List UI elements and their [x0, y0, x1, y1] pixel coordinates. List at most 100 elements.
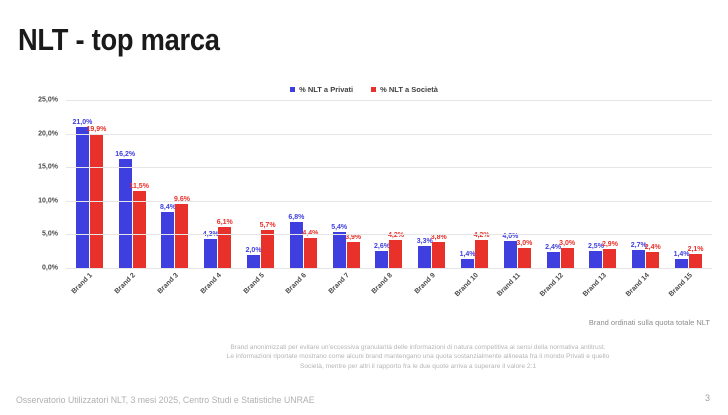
bar[interactable]: 4,3%	[203, 231, 219, 268]
legend-swatch-societa	[371, 87, 377, 92]
bar-value-label: 3,0%	[559, 239, 576, 247]
bar-group: 1,4% 2,1%	[667, 100, 710, 268]
x-axis-tick-label[interactable]: Brand 5	[242, 272, 266, 296]
x-axis-cell: Brand 8	[368, 270, 411, 312]
bar[interactable]: 1,4%	[460, 251, 476, 268]
bar[interactable]: 1,4%	[674, 251, 690, 268]
bar[interactable]: 4,2%	[474, 232, 490, 268]
y-axis: 25,0% 20,0% 15,0% 10,0% 5,0% 0,0%	[22, 96, 62, 272]
bar[interactable]: 2,4%	[545, 244, 561, 268]
x-axis: Brand 1 Brand 2 Brand 3 Brand 4 Brand 5 Brand…	[66, 270, 712, 312]
bar-group: 6,8% 4,4%	[282, 100, 325, 268]
bar[interactable]: 3,9%	[345, 234, 361, 268]
y-axis-tick-label: 10,0%	[38, 197, 58, 205]
y-axis-tick-label: 20,0%	[38, 130, 58, 138]
bar[interactable]: 4,2%	[388, 232, 404, 268]
bar-value-label: 2,6%	[373, 242, 390, 250]
bar-value-label: 4,0%	[502, 233, 519, 241]
x-axis-cell: Brand 9	[410, 270, 453, 312]
x-axis-cell: Brand 2	[111, 270, 154, 312]
x-axis-tick-label[interactable]: Brand 13	[581, 272, 608, 299]
bar-value-label: 9,6%	[174, 195, 190, 203]
x-axis-cell: Brand 5	[239, 270, 282, 312]
bar[interactable]: 3,3%	[417, 238, 433, 268]
bar-value-label: 2,1%	[687, 245, 704, 253]
x-axis-cell: Brand 13	[582, 270, 625, 312]
x-axis-cell: Brand 15	[667, 270, 710, 312]
bar-value-label: 16,2%	[115, 151, 136, 159]
y-axis-tick-label: 0,0%	[42, 264, 58, 272]
bar[interactable]: 2,4%	[645, 244, 661, 268]
x-axis-tick-label[interactable]: Brand 15	[667, 272, 694, 299]
bar[interactable]: 6,8%	[288, 214, 304, 268]
legend-item-societa[interactable]: % NLT a Società	[371, 85, 438, 94]
sort-note: Brand ordinati sulla quota totale NLT	[588, 318, 710, 327]
bar-value-label: 8,4%	[160, 203, 176, 211]
bar-groups: 21,0%19,9% 16,2% 11,5% 8,4%9,6% 4,3% 6,1% 2,0%…	[66, 100, 712, 268]
gridline	[66, 133, 712, 135]
x-axis-tick-label[interactable]: Brand 1	[70, 272, 95, 296]
bar[interactable]: 2,0%	[246, 247, 262, 268]
bar[interactable]: 5,4%	[331, 224, 347, 268]
chart-legend: % NLT a Privati % NLT a Società	[0, 85, 728, 94]
disclaimer-line: Brand anonimizzati per evitare un’eccess…	[230, 344, 606, 351]
bar-value-label: 6,1%	[216, 219, 233, 227]
x-axis-cell: Brand 14	[624, 270, 667, 312]
bar-group: 2,5% 2,9%	[582, 100, 625, 268]
x-axis-cell: Brand 3	[154, 270, 197, 312]
bar-group: 16,2% 11,5%	[111, 100, 154, 268]
x-axis-tick-label[interactable]: Brand 4	[199, 272, 223, 296]
x-axis-cell: Brand 1	[68, 270, 111, 312]
bar[interactable]: 2,6%	[374, 243, 390, 268]
page-title: NLT - top marca	[18, 22, 220, 57]
x-axis-cell: Brand 4	[196, 270, 239, 312]
bar[interactable]: 5,7%	[260, 222, 276, 268]
disclaimer-line: Società, mentre per altri il rapporto fr…	[299, 362, 537, 370]
bar-value-label: 19,9%	[86, 126, 107, 134]
bar[interactable]: 21,0%	[72, 119, 92, 268]
bar-group: 3,3% 3,8%	[410, 100, 453, 268]
bar-group: 21,0% 19,9%	[68, 100, 111, 268]
bar-value-label: 3,8%	[430, 234, 447, 242]
bar[interactable]: 4,0%	[502, 233, 518, 268]
bar[interactable]: 9,6%	[174, 196, 190, 268]
bar[interactable]: 3,0%	[516, 240, 532, 268]
bar[interactable]: 2,7%	[631, 242, 647, 268]
bar[interactable]: 8,4%	[160, 204, 176, 268]
bar[interactable]: 2,1%	[688, 246, 704, 268]
x-axis-tick-label[interactable]: Brand 14	[624, 272, 651, 299]
x-axis-tick-label[interactable]: Brand 6	[284, 272, 309, 296]
x-axis-tick-label[interactable]: Brand 9	[413, 272, 437, 296]
x-axis-tick-label[interactable]: Brand 10	[453, 272, 480, 299]
bar[interactable]: 6,1%	[217, 219, 233, 268]
bar[interactable]: 2,5%	[588, 243, 604, 268]
x-axis-tick-label[interactable]: Brand 11	[496, 272, 523, 298]
bar-value-label: 5,7%	[259, 221, 276, 229]
disclaimer-line: Le informazioni riportate mostrano come …	[226, 353, 610, 361]
bar[interactable]: 16,2%	[115, 151, 135, 268]
bar-value-label: 2,0%	[245, 246, 262, 254]
bar-chart: 25,0% 20,0% 15,0% 10,0% 5,0% 0,0% 21,0% 19,9% 1…	[22, 96, 712, 312]
gridline	[66, 200, 712, 202]
bar-group: 4,0% 3,0%	[496, 100, 539, 268]
bar[interactable]: 3,8%	[431, 234, 447, 268]
bar[interactable]: 4,4%	[302, 230, 318, 268]
legend-item-privati[interactable]: % NLT a Privati	[290, 85, 353, 94]
x-axis-tick-label[interactable]: Brand 12	[538, 272, 566, 299]
bar-value-label: 2,7%	[630, 241, 647, 249]
x-axis-tick-label[interactable]: Brand 8	[370, 272, 394, 296]
y-axis-tick-label: 15,0%	[38, 163, 58, 171]
x-axis-cell: Brand 10	[453, 270, 496, 312]
bar[interactable]: 3,0%	[559, 240, 575, 268]
bar[interactable]: 2,9%	[602, 241, 618, 268]
y-axis-tick-label: 25,0%	[38, 96, 58, 104]
x-axis-tick-label[interactable]: Brand 3	[156, 272, 180, 296]
bar-value-label: 2,9%	[601, 240, 618, 248]
bar[interactable]: 11,5%	[129, 183, 149, 268]
bar-value-label: 3,9%	[345, 233, 362, 241]
legend-swatch-privati	[290, 87, 296, 92]
x-axis-tick-label[interactable]: Brand 7	[327, 272, 352, 296]
legend-label-privati: % NLT a Privati	[299, 85, 354, 94]
bar-group: 2,4% 3,0%	[539, 100, 582, 268]
x-axis-tick-label[interactable]: Brand 2	[113, 272, 138, 296]
